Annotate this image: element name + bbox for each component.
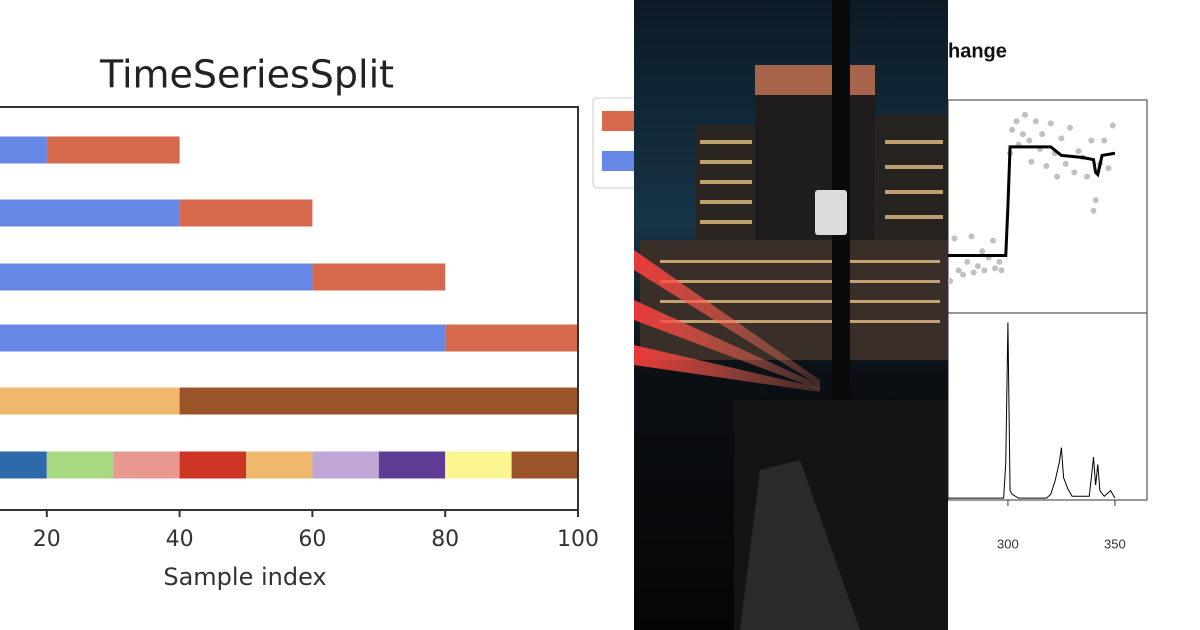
chart-title: TimeSeriesSplit: [99, 53, 394, 97]
data-point: [1075, 148, 1082, 155]
bottom-panel: [947, 312, 1148, 501]
data-point: [947, 278, 954, 285]
data-point: [951, 235, 958, 242]
data-point: [974, 263, 981, 270]
x-tick-label: 60: [298, 527, 326, 552]
group-segment: [246, 451, 313, 479]
x-tick-label: 350: [1104, 536, 1126, 551]
data-point: [998, 267, 1005, 274]
class-segment: [0, 387, 180, 415]
split-bar: [46, 136, 180, 164]
group-segment: [179, 451, 246, 479]
left-chart: TimeSeriesSplit Sample index 20 40 60 80 100: [0, 53, 634, 591]
data-point: [955, 267, 962, 274]
data-point: [992, 265, 999, 272]
data-point: [1039, 131, 1046, 138]
data-point: [1009, 126, 1016, 133]
legend-swatch: [602, 111, 634, 131]
x-tick-label: 300: [997, 536, 1019, 551]
split-bar: [0, 324, 446, 352]
data-point: [1066, 124, 1073, 131]
data-point: [968, 233, 975, 240]
group-segment: [46, 451, 114, 479]
split-bar: [312, 263, 446, 291]
top-panel: [947, 99, 1148, 314]
group-segment: [378, 451, 446, 479]
photo: [634, 0, 948, 630]
data-point: [1028, 158, 1035, 165]
class-segment: [179, 387, 578, 415]
data-point: [989, 237, 996, 244]
data-point: [1019, 131, 1026, 138]
data-point: [1022, 111, 1029, 118]
data-point: [1090, 207, 1097, 214]
right-chart: hange 300 350: [947, 40, 1148, 551]
group-segment: [312, 451, 379, 479]
data-point: [1043, 163, 1050, 170]
split-bar: [445, 324, 578, 352]
data-point: [1013, 118, 1020, 125]
data-point: [1054, 173, 1061, 180]
fit-line: [948, 145, 1116, 257]
data-point: [1026, 137, 1033, 144]
axes-frame: [0, 106, 579, 511]
chart-title: hange: [948, 40, 1007, 62]
data-point: [959, 271, 966, 278]
data-point: [1062, 160, 1069, 167]
data-point: [1047, 120, 1054, 127]
data-point: [1105, 165, 1112, 172]
data-point: [1101, 137, 1108, 144]
group-segment: [445, 451, 512, 479]
x-axis-label: Sample index: [163, 563, 326, 591]
data-point: [979, 248, 986, 255]
data-point: [981, 267, 988, 274]
split-bar: [0, 136, 47, 164]
legend-swatch: [602, 151, 634, 171]
split-bar: [0, 263, 313, 291]
data-point: [1092, 197, 1099, 204]
data-point: [1109, 122, 1116, 129]
data-point: [1088, 137, 1095, 144]
x-tick-label: 20: [33, 527, 61, 552]
group-segment: [0, 451, 47, 479]
group-segment: [511, 451, 578, 479]
data-point: [1058, 135, 1065, 142]
probability-line: [948, 322, 1116, 499]
data-point: [1084, 173, 1091, 180]
x-tick-label: 80: [431, 527, 459, 552]
x-tick-label: 40: [166, 527, 194, 552]
data-point: [1032, 118, 1039, 125]
data-point: [996, 258, 1003, 265]
group-segment: [113, 451, 180, 479]
data-point: [970, 269, 977, 276]
split-bar: [0, 199, 180, 227]
data-point: [1071, 169, 1078, 176]
x-tick-label: 100: [557, 527, 599, 552]
split-bar: [179, 199, 313, 227]
data-point: [964, 258, 971, 265]
